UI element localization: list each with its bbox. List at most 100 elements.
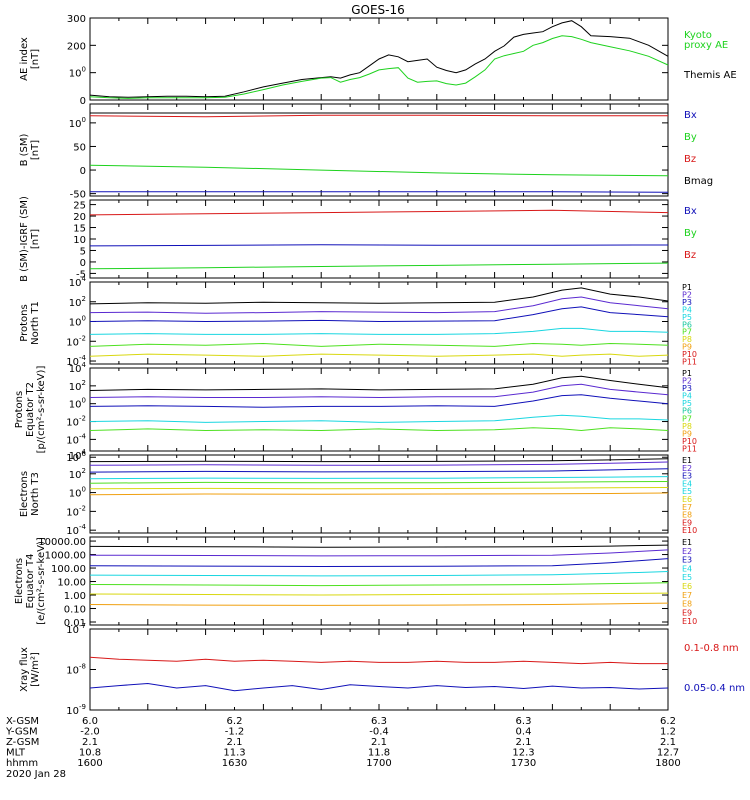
y-tick-label: 20 xyxy=(73,212,86,223)
y-tick-label: 100 xyxy=(69,397,86,411)
y-tick-label: 102 xyxy=(69,467,86,481)
y-axis-label: [e/(cm²-s-sr-keV)] xyxy=(36,537,47,625)
y-axis-label: Equator T2 xyxy=(25,382,36,437)
legend-entry: P5 xyxy=(682,313,692,322)
legend-entry: P1 xyxy=(682,283,692,292)
legend-entry: E1 xyxy=(682,538,692,547)
y-axis-label: [nT] xyxy=(30,49,41,69)
series-line-p8 xyxy=(89,353,669,357)
series-line-e2 xyxy=(89,461,669,466)
y-axis-label: Electrons xyxy=(14,558,25,604)
panel-frame xyxy=(89,281,669,365)
legend-entry: Bx xyxy=(684,110,697,121)
legend-entry: P1 xyxy=(682,369,692,378)
legend-entry: 0.05-0.4 nm xyxy=(684,683,745,694)
y-tick-label: 104 xyxy=(69,448,87,462)
legend-entry: E1 xyxy=(682,456,692,465)
series-line-by xyxy=(89,164,669,177)
legend-entry: E3 xyxy=(682,556,692,565)
legend-entry: By xyxy=(684,132,697,143)
y-tick-label: 50 xyxy=(73,142,86,153)
legend-entry: Bz xyxy=(684,250,696,261)
series-line-e5 xyxy=(89,582,669,587)
series-line-e7 xyxy=(89,492,669,496)
x-row-value: 0.4 xyxy=(516,727,532,738)
legend-entry: P3 xyxy=(682,384,692,393)
y-axis-label: Equator T4 xyxy=(25,554,36,609)
legend-entry: Kyoto xyxy=(684,30,712,41)
x-row-value: 2.1 xyxy=(82,737,98,748)
y-tick-label: 10-4 xyxy=(66,432,86,446)
legend-entry: Bx xyxy=(684,206,697,217)
series-line-p1 xyxy=(89,375,669,391)
y-tick-label: 10 xyxy=(73,235,86,246)
legend-entry: E9 xyxy=(682,518,692,527)
y-tick-label: 100 xyxy=(69,315,86,329)
series-line-e3 xyxy=(89,468,669,473)
panel-bsm: -50 0 50 100 B (SM) [nT] Bx By Bz Bmag xyxy=(19,103,713,201)
x-row-value: 12.3 xyxy=(512,748,534,759)
x-row-value: 10.8 xyxy=(79,748,101,759)
y-tick-label: 0.01 xyxy=(64,618,86,629)
legend-entry: E6 xyxy=(682,582,692,591)
panel-frame xyxy=(89,103,669,197)
legend-entry: P7 xyxy=(682,414,692,423)
series-line-0-1-0-8-nm xyxy=(89,656,668,665)
y-tick-label: 10-8 xyxy=(66,663,86,677)
y-tick-label: 300 xyxy=(67,14,86,25)
y-tick-label: 102 xyxy=(69,379,86,393)
series-line-bz xyxy=(89,209,669,216)
x-row-value: 1600 xyxy=(77,758,102,769)
series-line-p4 xyxy=(89,414,669,423)
panel-e_t4: 0.01 0.10 1.00 10.00 100.00 1000.00 10000.00 El… xyxy=(14,536,697,629)
x-row-label: hhmm xyxy=(6,758,38,769)
series-line-p2 xyxy=(89,296,669,314)
x-row-value: -0.4 xyxy=(369,727,389,738)
legend-entry: P2 xyxy=(682,290,692,299)
legend-entry: P9 xyxy=(682,343,692,352)
x-row-value: 6.3 xyxy=(371,716,387,727)
series-line-p6 xyxy=(89,342,669,347)
legend-entry: P5 xyxy=(682,399,692,408)
y-tick-label: 104 xyxy=(69,275,87,289)
y-axis-label: [p/(cm²-s-sr-keV)] xyxy=(36,366,47,454)
y-tick-label: 0 xyxy=(80,166,86,177)
y-tick-label: 15 xyxy=(73,224,86,235)
series-line-kyoto-proxy-ae xyxy=(89,35,669,99)
series-line-p4 xyxy=(89,327,669,335)
series-line-themis-ae xyxy=(89,20,669,98)
y-axis-label: North T3 xyxy=(30,472,41,516)
legend-entry: E4 xyxy=(682,564,692,573)
y-tick-label: 10-7 xyxy=(66,622,86,636)
series-line-e4 xyxy=(89,476,669,480)
legend-entry: E2 xyxy=(682,547,692,556)
y-axis-label: B (SM)-IGRF (SM) xyxy=(19,196,30,282)
x-row-value: 6.2 xyxy=(660,716,676,727)
y-tick-label: 0 xyxy=(80,258,86,269)
x-row-value: 1800 xyxy=(655,758,680,769)
x-row-label: Y-GSM xyxy=(5,727,38,738)
panel-frame xyxy=(89,367,669,452)
y-axis-label: Electrons xyxy=(19,471,30,517)
y-tick-label: 10-2 xyxy=(66,504,86,518)
legend-entry: E5 xyxy=(682,573,692,582)
legend-entry: E3 xyxy=(682,472,692,481)
panel-frame xyxy=(89,536,669,626)
y-tick-label: 10-9 xyxy=(66,703,86,717)
y-tick-label: -5 xyxy=(76,269,86,280)
legend-entry: E6 xyxy=(682,495,692,504)
x-row-value: 6.0 xyxy=(82,716,98,727)
legend-entry: P10 xyxy=(682,437,697,446)
y-axis-label: [nT] xyxy=(30,140,41,160)
x-row-value: 2.1 xyxy=(660,737,676,748)
panel-xray: 10-9 10-8 10-7 Xray flux [W/m²] 0.1-0.8 nm 0.0… xyxy=(19,622,745,717)
y-tick-label: 1.00 xyxy=(64,591,86,602)
legend-entry: P2 xyxy=(682,377,692,386)
series-line-p3 xyxy=(89,394,669,408)
legend-entry: E8 xyxy=(682,600,692,609)
series-line-p2 xyxy=(89,383,669,399)
